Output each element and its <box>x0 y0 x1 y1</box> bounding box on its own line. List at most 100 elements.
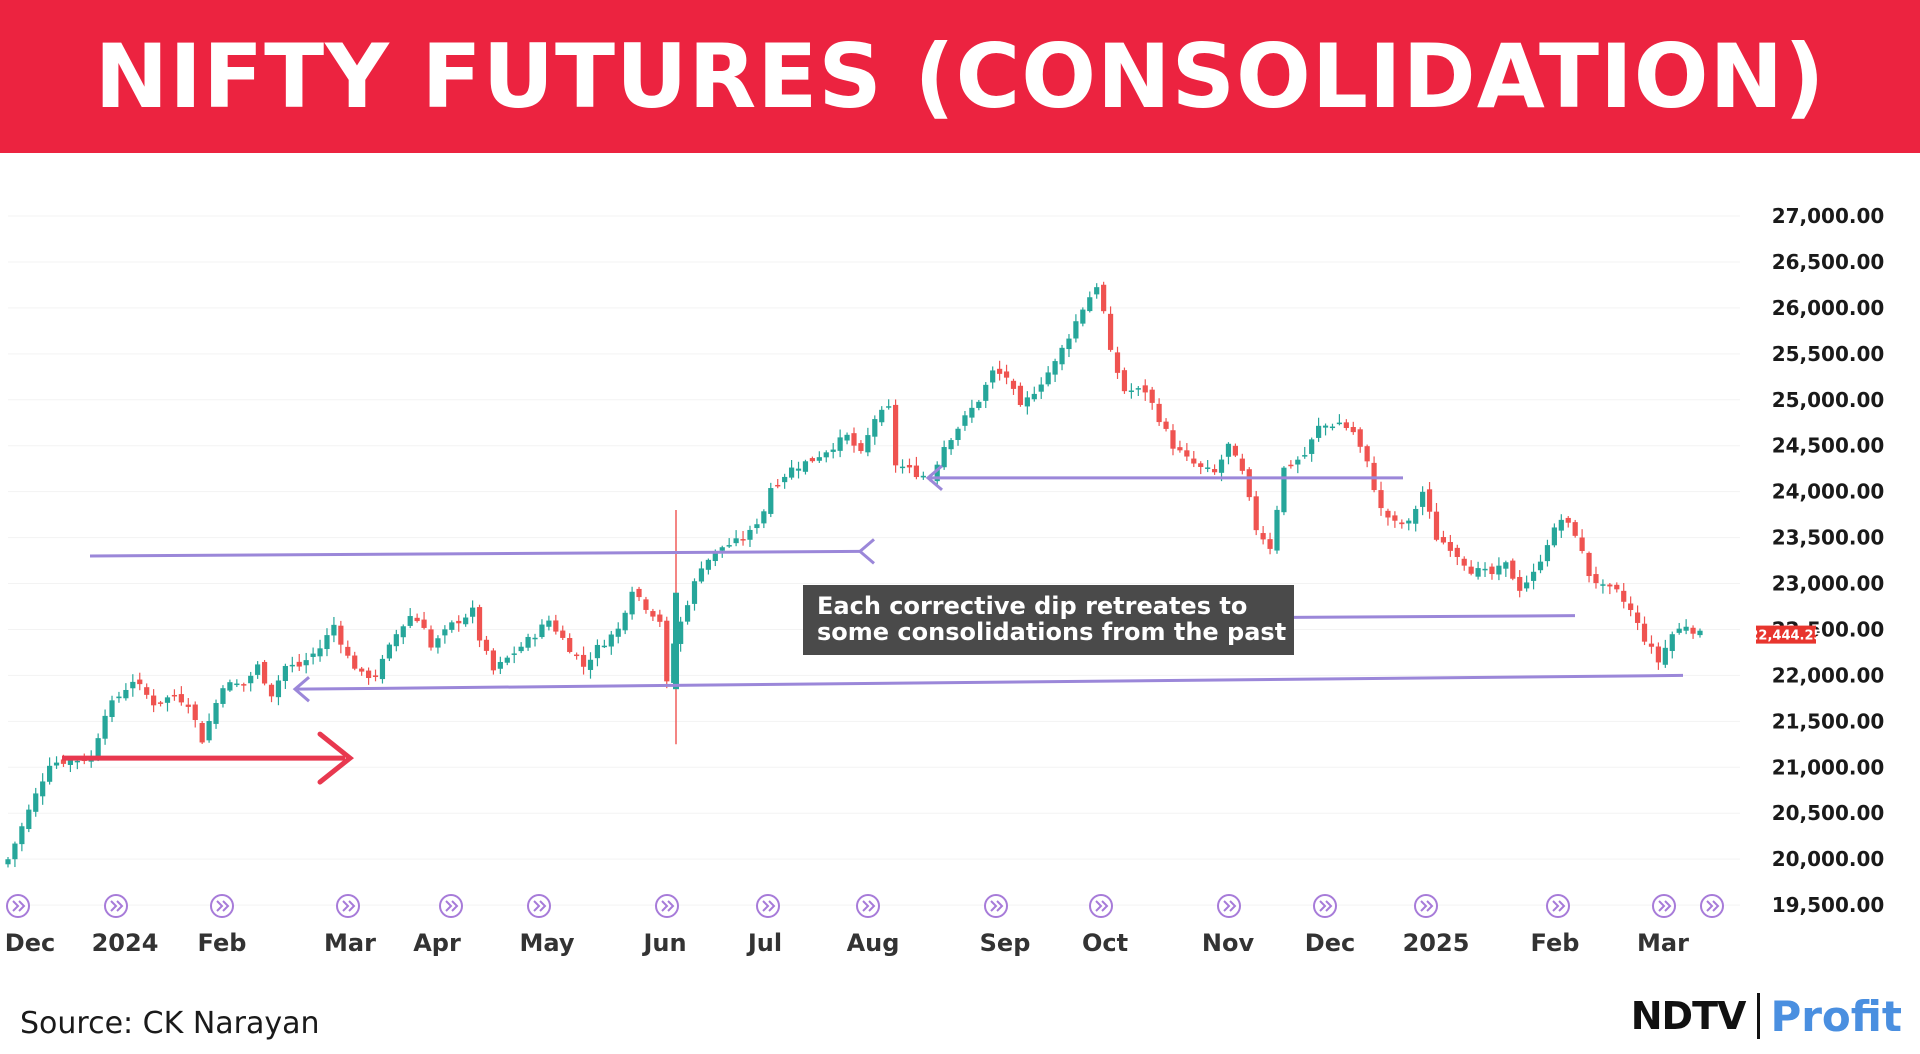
candle-body <box>809 458 815 462</box>
candle-body <box>629 591 635 615</box>
candle-body <box>359 668 365 672</box>
candle-body <box>123 689 129 699</box>
candle-body <box>296 661 302 667</box>
candle-body <box>1024 397 1030 407</box>
candle-body <box>906 465 913 468</box>
candle-body <box>386 644 392 659</box>
event-marker-chevron <box>996 900 1004 912</box>
candle-body <box>268 684 275 697</box>
candle-body <box>553 620 559 632</box>
last-price-label: 22,444.25 <box>1749 629 1822 644</box>
y-tick-label: 20,500.00 <box>1772 801 1885 825</box>
candle-body <box>1295 459 1301 465</box>
candle-body <box>1309 439 1315 454</box>
candle-body <box>157 702 164 704</box>
y-tick-label: 19,500.00 <box>1772 893 1885 917</box>
candle-body <box>1350 427 1356 433</box>
brand-logo: NDTV Profit <box>1631 986 1902 1046</box>
candle-body <box>969 407 975 418</box>
candle-body <box>144 687 150 695</box>
event-marker-chevron <box>1664 900 1672 912</box>
candle-body <box>899 466 906 469</box>
candle-body <box>1496 565 1502 575</box>
candle-body <box>1177 447 1183 451</box>
event-marker-chevron <box>667 900 675 912</box>
candle-body <box>40 781 46 797</box>
candle-body <box>1697 630 1703 636</box>
candle-body <box>567 638 573 652</box>
candle-body <box>719 547 725 551</box>
candle-body <box>705 559 711 570</box>
candle-body <box>1281 467 1287 513</box>
candle-body <box>1059 347 1065 365</box>
candle-body <box>698 568 705 582</box>
event-marker-chevron <box>862 900 870 912</box>
event-marker-chevron <box>110 900 118 912</box>
candle-body <box>1163 421 1169 429</box>
candle-body <box>1073 321 1079 339</box>
candle-body <box>1107 313 1114 350</box>
candle-body <box>858 443 864 452</box>
x-tick-label: 2024 <box>92 929 159 957</box>
candle-body <box>338 625 344 645</box>
event-marker-chevron <box>451 900 459 912</box>
candle-body <box>990 370 996 383</box>
candle-body <box>248 675 254 684</box>
candle-body <box>1433 511 1440 540</box>
candle-body <box>1142 385 1148 393</box>
candle-body <box>1413 508 1419 524</box>
event-marker-chevron <box>216 900 224 912</box>
candle-body <box>1690 627 1696 634</box>
candle-body <box>352 655 358 669</box>
candle-body <box>1669 634 1675 651</box>
candle-body <box>116 696 122 699</box>
candle-body <box>442 629 448 636</box>
candle-body <box>1302 455 1308 457</box>
candle-body <box>1586 552 1592 577</box>
candle-body <box>1510 560 1516 579</box>
event-marker-chevron <box>348 900 356 912</box>
candle-body <box>1246 469 1252 498</box>
x-tick-label: Jun <box>641 929 686 957</box>
candle-body <box>823 452 829 458</box>
candle-body <box>1329 426 1336 429</box>
candle-body <box>1149 389 1155 403</box>
event-marker-chevron <box>342 900 350 912</box>
event-marker-chevron <box>116 900 124 912</box>
y-tick-label: 25,000.00 <box>1772 388 1885 412</box>
candle-body <box>733 538 739 544</box>
candle-body <box>1114 352 1121 373</box>
candle-body <box>1121 370 1128 392</box>
candle-body <box>490 650 497 671</box>
candle-body <box>893 404 899 466</box>
event-marker-chevron <box>1095 900 1103 912</box>
candle-body <box>33 793 39 812</box>
candle-body <box>1336 422 1343 425</box>
candle-body <box>1475 568 1481 577</box>
candle-body <box>463 617 469 625</box>
candle-body <box>879 409 885 423</box>
candle-body <box>1156 403 1162 423</box>
candle-body <box>1094 287 1100 295</box>
candle-body <box>837 437 843 451</box>
candle-body <box>997 368 1003 374</box>
candle-body <box>1621 590 1627 602</box>
candle-body <box>130 681 136 689</box>
candle-body <box>1517 576 1523 591</box>
candle-body <box>1198 463 1204 467</box>
candle-body <box>788 467 795 478</box>
candle-body <box>913 465 920 478</box>
title-banner: NIFTY FUTURES (CONSOLIDATION) <box>0 0 1920 153</box>
candle-body <box>1274 509 1280 551</box>
y-tick-label: 21,000.00 <box>1772 755 1885 779</box>
candle-body <box>1454 547 1460 558</box>
candle-body <box>1003 371 1010 378</box>
candle-body <box>289 664 295 667</box>
candle-body <box>691 581 698 604</box>
candle-body <box>206 721 212 741</box>
event-marker-chevron <box>539 900 547 912</box>
candle-body <box>948 440 954 450</box>
candle-body <box>234 683 240 686</box>
purple-guide-arrow <box>294 673 1684 691</box>
candle-body <box>1066 338 1072 350</box>
